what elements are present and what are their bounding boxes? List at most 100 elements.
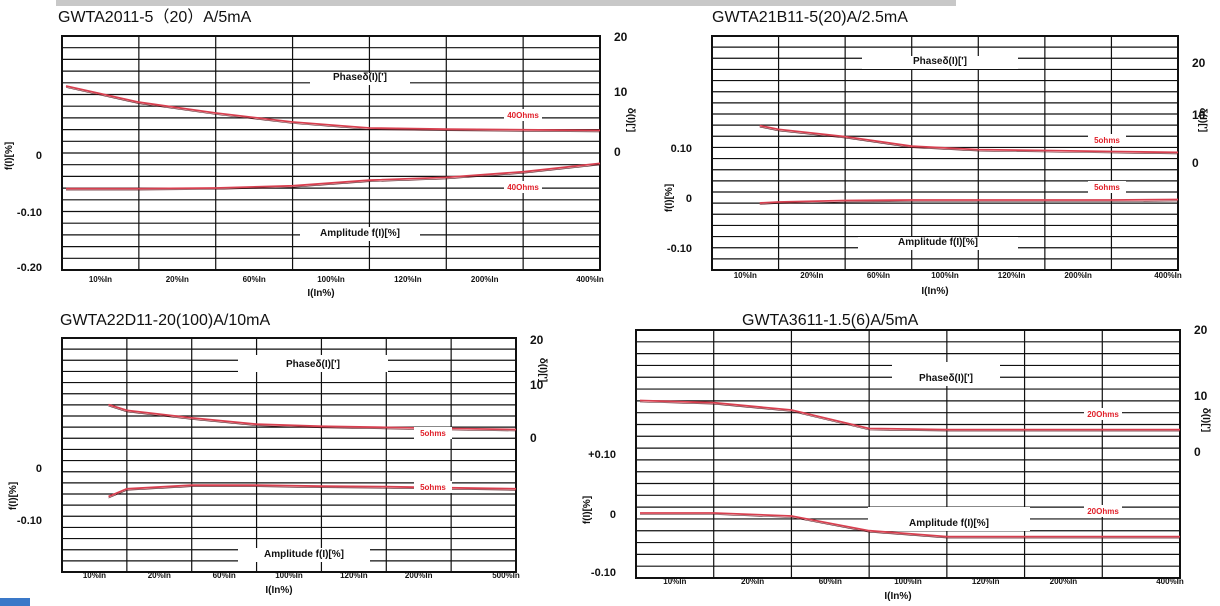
series-line-shadow-amplitude xyxy=(759,200,1179,205)
x-tick-label: 100%In xyxy=(894,577,922,586)
series-line-amplitude xyxy=(759,198,1179,204)
y-left-tick-label: -0.10 xyxy=(667,243,692,255)
phase-label-box xyxy=(310,73,410,85)
series-line-shadow-amplitude xyxy=(640,514,1180,539)
series-label-box xyxy=(1088,181,1126,193)
series-label-box xyxy=(504,181,542,193)
x-tick-label: 10%In xyxy=(734,271,757,280)
y-left-tick-label: -0.10 xyxy=(17,515,42,527)
y-left-axis-label: f(I)[%] xyxy=(4,142,15,170)
y-left-axis-label: f(I)[%] xyxy=(8,482,19,510)
x-tick-label: 100%In xyxy=(317,275,345,284)
series-label: 40Ohms xyxy=(507,111,539,120)
plot-frame xyxy=(61,337,517,573)
x-tick-label: 200%In xyxy=(471,275,499,284)
chart-panel-1: GWTA2011-5（20）A/5mA Phaseδ(I)['] Amplitude… xyxy=(4,8,636,299)
y-right-tick-label: 0 xyxy=(1192,156,1199,170)
series-line-shadow-phase xyxy=(65,87,601,133)
chart-title: GWTA21B11-5(20)A/2.5mA xyxy=(712,9,908,26)
series-label: 40Ohms xyxy=(507,183,539,192)
y-right-tick-label: 10 xyxy=(1194,389,1208,403)
corner-mark xyxy=(0,598,30,606)
y-left-tick-label: -0.10 xyxy=(17,207,42,219)
phase-axis-label: Phaseδ(I)['] xyxy=(286,359,340,370)
x-tick-label: 200%In xyxy=(1064,271,1092,280)
series-label-box xyxy=(1084,505,1122,517)
x-tick-label: 200%In xyxy=(405,571,433,580)
y-right-tick-label: 20 xyxy=(614,30,628,44)
phase-label-box xyxy=(238,355,388,372)
y-right-tick-label: 10 xyxy=(614,85,628,99)
x-tick-label: 400%In xyxy=(576,275,604,284)
y-left-tick-label: -0.20 xyxy=(17,262,42,274)
y-right-tick-label: 20 xyxy=(1192,56,1206,70)
y-left-tick-label: -0.10 xyxy=(591,567,616,579)
series-line-amplitude xyxy=(640,512,1180,538)
x-tick-label: 20%In xyxy=(148,571,171,580)
amplitude-axis-label: Amplitude f(I)[%] xyxy=(909,518,989,529)
amplitude-axis-label: Amplitude f(I)[%] xyxy=(264,549,344,560)
x-tick-label: 10%In xyxy=(663,577,686,586)
y-left-axis-label: f(I)[%] xyxy=(582,496,593,524)
x-tick-label: 120%In xyxy=(972,577,1000,586)
series-label-box xyxy=(414,427,452,439)
y-right-axis-label: δ(I)['] xyxy=(1197,108,1208,133)
y-left-tick-label: 0 xyxy=(36,463,42,475)
x-axis-label: I(In%) xyxy=(884,591,911,602)
series-label-box xyxy=(1088,134,1126,146)
y-right-tick-label: 10 xyxy=(1192,108,1206,122)
x-tick-label: 60%In xyxy=(243,275,266,284)
y-right-axis-label: δ(I)['] xyxy=(625,108,636,133)
series-line-shadow-amplitude xyxy=(66,164,601,191)
y-left-tick-label: 0 xyxy=(36,150,42,162)
x-tick-label: 100%In xyxy=(275,571,303,580)
amplitude-label-box xyxy=(300,227,420,241)
series-line-phase xyxy=(639,399,1180,431)
y-right-axis-label: δ(I)['] xyxy=(537,358,548,383)
x-tick-label: 20%In xyxy=(166,275,189,284)
x-tick-label: 10%In xyxy=(89,275,112,284)
x-tick-label: 100%In xyxy=(931,271,959,280)
y-right-tick-label: 20 xyxy=(530,333,544,347)
series-line-phase xyxy=(65,85,601,132)
series-line-shadow-phase xyxy=(639,401,1180,432)
x-tick-label: 400%In xyxy=(1156,577,1184,586)
phase-label-box xyxy=(892,362,1000,386)
amplitude-label-box xyxy=(238,548,370,562)
x-tick-label: 120%In xyxy=(998,271,1026,280)
y-left-tick-label: 0 xyxy=(610,509,616,521)
x-tick-label: 60%In xyxy=(867,271,890,280)
amplitude-axis-label: Amplitude f(I)[%] xyxy=(320,228,400,239)
y-left-axis-label: f(I)[%] xyxy=(664,184,675,212)
x-tick-label: 60%In xyxy=(213,571,236,580)
x-tick-label: 20%In xyxy=(741,577,764,586)
x-tick-label: 60%In xyxy=(819,577,842,586)
y-left-tick-label: +0.10 xyxy=(588,449,616,461)
x-tick-label: 200%In xyxy=(1050,577,1078,586)
series-line-shadow-phase xyxy=(759,126,1179,155)
series-label: 20Ohms xyxy=(1087,410,1119,419)
y-right-tick-label: 0 xyxy=(614,145,621,159)
chart-panel-4: GWTA3611-1.5(6)A/5mA Phaseδ(I)['] Amplitud… xyxy=(582,312,1211,602)
x-tick-label: 120%In xyxy=(340,571,368,580)
x-tick-label: 20%In xyxy=(800,271,823,280)
series-line-amplitude xyxy=(66,162,601,190)
series-line-phase xyxy=(759,124,1179,154)
amplitude-label-box xyxy=(858,237,1018,250)
x-tick-label: 400%In xyxy=(1154,271,1182,280)
y-right-axis-label: δ(I)['] xyxy=(1200,408,1211,433)
y-right-tick-label: 10 xyxy=(530,378,544,392)
chart-panel-2: GWTA21B11-5(20)A/2.5mA Phaseδ(I)['] Amplit… xyxy=(664,9,1208,297)
series-label: 5ohms xyxy=(420,429,446,438)
phase-label-box xyxy=(862,56,1018,69)
y-left-tick-label: 0 xyxy=(686,193,692,205)
chart-title: GWTA22D11-20(100)A/10mA xyxy=(60,312,270,329)
series-label-box xyxy=(1084,408,1122,420)
chart-title: GWTA3611-1.5(6)A/5mA xyxy=(742,312,919,329)
series-label: 20Ohms xyxy=(1087,507,1119,516)
series-label: 5ohms xyxy=(1094,136,1120,145)
series-label-box xyxy=(414,481,452,493)
y-left-tick-label: 0.10 xyxy=(671,143,692,155)
phase-axis-label: Phaseδ(I)['] xyxy=(919,373,973,384)
